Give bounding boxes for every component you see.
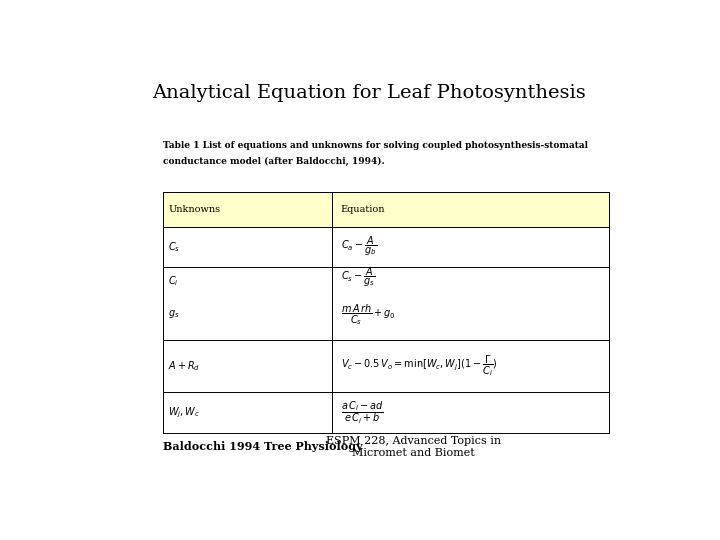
Text: $\dfrac{m\,A\,rh}{C_s} + g_0$: $\dfrac{m\,A\,rh}{C_s} + g_0$ [341, 302, 395, 327]
Text: ESPM 228, Advanced Topics in
Micromet and Biomet: ESPM 228, Advanced Topics in Micromet an… [326, 436, 501, 458]
Text: Equation: Equation [341, 205, 385, 214]
Text: $C_s - \dfrac{A}{g_s}$: $C_s - \dfrac{A}{g_s}$ [341, 266, 375, 289]
Text: Baldocchi 1994 Tree Physiology: Baldocchi 1994 Tree Physiology [163, 441, 362, 453]
Text: conductance model (after Baldocchi, 1994).: conductance model (after Baldocchi, 1994… [163, 157, 384, 166]
Text: $C_s$: $C_s$ [168, 240, 180, 254]
Text: $C_i$: $C_i$ [168, 275, 179, 288]
Text: $V_c - 0.5\,V_o = \min[W_c, W_j](1 - \dfrac{\Gamma}{C_i})$: $V_c - 0.5\,V_o = \min[W_c, W_j](1 - \df… [341, 354, 497, 379]
Text: $A + R_d$: $A + R_d$ [168, 359, 200, 373]
Text: Unknowns: Unknowns [168, 205, 220, 214]
Text: $\dfrac{a\,C_i - ad}{e\,C_i + b}$: $\dfrac{a\,C_i - ad}{e\,C_i + b}$ [341, 399, 383, 426]
Bar [163, 192, 609, 227]
Text: $C_a - \dfrac{A}{g_b}$: $C_a - \dfrac{A}{g_b}$ [341, 235, 377, 258]
Text: $g_s$: $g_s$ [168, 308, 180, 320]
Text: $W_j, W_c$: $W_j, W_c$ [168, 406, 200, 420]
Text: Analytical Equation for Leaf Photosynthesis: Analytical Equation for Leaf Photosynthe… [152, 84, 586, 102]
Text: Table 1 List of equations and unknowns for solving coupled photosynthesis-stomat: Table 1 List of equations and unknowns f… [163, 141, 588, 150]
